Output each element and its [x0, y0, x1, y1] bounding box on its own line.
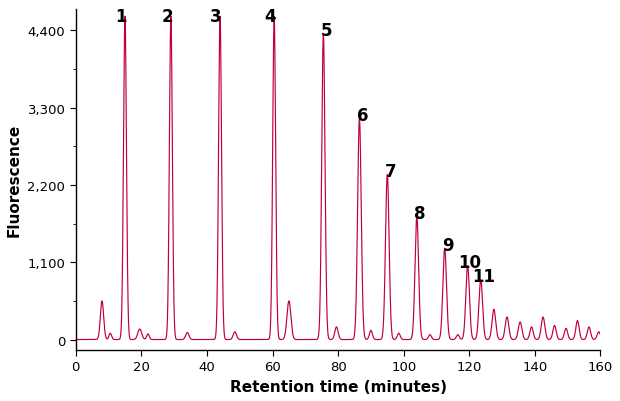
- Text: 11: 11: [472, 268, 495, 286]
- Text: 3: 3: [210, 8, 222, 26]
- Text: 10: 10: [458, 254, 480, 272]
- X-axis label: Retention time (minutes): Retention time (minutes): [229, 379, 446, 394]
- Text: 1: 1: [115, 8, 127, 26]
- Y-axis label: Fluorescence: Fluorescence: [7, 124, 22, 237]
- Text: 8: 8: [414, 205, 426, 223]
- Text: 4: 4: [264, 8, 276, 26]
- Text: 2: 2: [161, 8, 173, 26]
- Text: 9: 9: [442, 236, 454, 254]
- Text: 7: 7: [385, 163, 396, 180]
- Text: 6: 6: [357, 107, 368, 124]
- Text: 5: 5: [321, 22, 332, 41]
